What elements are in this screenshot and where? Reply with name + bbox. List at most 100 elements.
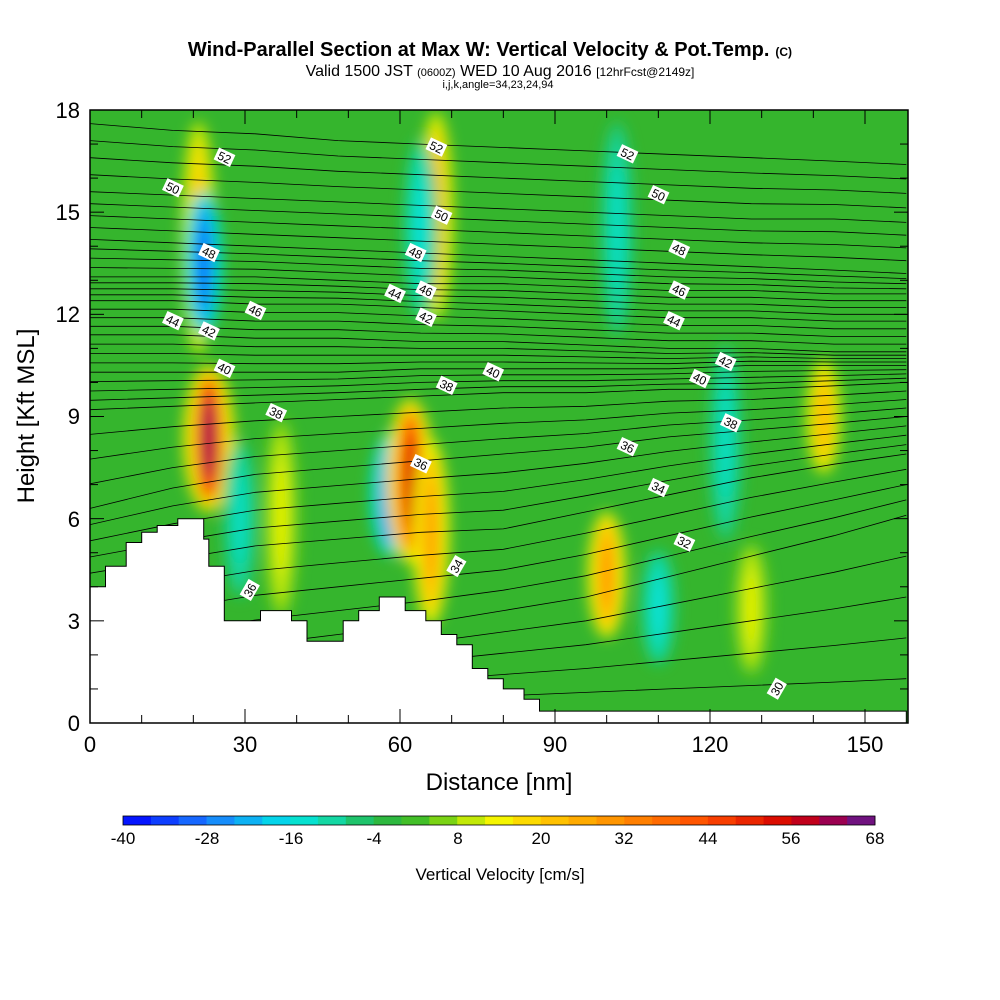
contour-label-text: 42	[716, 353, 734, 371]
theta-contour-line	[90, 191, 907, 223]
theta-contour-line	[90, 282, 907, 302]
plot-area: 52 52 52 50 50 50 48 48 48 46 46 46 44 44 44 42 42 42 40 40…	[90, 110, 908, 723]
contour-label-text: 36	[618, 438, 636, 456]
theta-contour-line	[90, 453, 907, 574]
contour-label-text: 46	[246, 302, 264, 320]
contour-label-bg	[435, 375, 458, 396]
colorbar-tick-label: 56	[782, 829, 801, 848]
contour-label-bg	[616, 436, 639, 457]
contour-label: 30	[766, 677, 787, 700]
theta-contour-line	[90, 444, 907, 558]
contour-label-bg	[244, 300, 267, 321]
x-tick-label: 30	[233, 732, 257, 757]
contour-label-text: 50	[164, 179, 182, 197]
theta-contour-line	[90, 484, 907, 622]
contour-label: 34	[446, 555, 467, 578]
theta-contour-line	[90, 353, 907, 360]
contour-label-bg	[647, 477, 670, 498]
colorbar-swatch	[791, 816, 820, 825]
contour-label: 50	[162, 178, 184, 198]
contour-label-text: 48	[200, 244, 218, 262]
colorbar-swatch	[540, 816, 570, 825]
contour-label-bg	[162, 310, 184, 331]
colorbar-tick-label: 68	[866, 829, 885, 848]
contour-label-bg	[673, 532, 696, 552]
contour-label: 50	[430, 205, 453, 225]
chart-subtitle-indices: i,j,k,angle=34,23,24,94	[442, 79, 553, 91]
velocity-core	[404, 434, 417, 529]
colorbar-tick-label: -16	[279, 829, 304, 848]
theta-contour-line	[90, 257, 907, 285]
y-tick-label: 9	[68, 404, 80, 429]
contour-label-text: 52	[427, 138, 445, 156]
colorbar-tick-label: 8	[453, 829, 462, 848]
velocity-core	[277, 461, 286, 576]
colorbar-swatch	[457, 816, 486, 825]
contour-label-bg	[213, 358, 236, 379]
y-tick-label: 3	[68, 609, 80, 634]
colorbar-swatch	[596, 816, 625, 825]
theta-contour-line	[90, 215, 907, 249]
colorbar-frame	[122, 815, 876, 826]
x-tick-label: 60	[388, 732, 412, 757]
contour-label: 44	[663, 310, 685, 330]
contour-label-bg	[668, 280, 691, 300]
theta-contour-line	[90, 343, 907, 356]
theta-contour-line	[90, 308, 907, 330]
colorbar-swatch	[290, 816, 319, 825]
colorbar-swatch	[485, 816, 514, 825]
contour-label-bg	[689, 368, 711, 389]
velocity-core	[819, 383, 828, 450]
x-tick-label: 150	[847, 732, 884, 757]
theta-contour-line	[90, 425, 907, 525]
contour-label-text: 40	[484, 363, 502, 381]
velocity-core	[202, 396, 215, 481]
colorbar-swatch	[568, 816, 597, 825]
theta-contour-line	[90, 294, 907, 315]
theta-contour-line	[90, 140, 907, 180]
contour-label: 52	[425, 137, 448, 157]
contour-label: 52	[616, 144, 639, 164]
velocity-core	[747, 571, 756, 647]
theta-contour-line	[90, 276, 907, 295]
colorbar-swatch	[707, 816, 737, 825]
contour-label-bg	[482, 362, 505, 382]
contour-label: 46	[244, 300, 267, 321]
contour-label: 52	[213, 147, 236, 167]
contour-label-text: 44	[164, 312, 182, 330]
velocity-core	[654, 574, 663, 640]
colorbar-swatch	[123, 816, 152, 825]
colorbar-swatch	[401, 816, 430, 825]
contour-label-bg	[720, 413, 742, 433]
contour-labels: 52 52 52 50 50 50 48 48 48 46 46 46 44 44 44 42 42 42 40 40…	[162, 137, 787, 700]
velocity-core	[721, 385, 730, 499]
contour-label: 34	[647, 477, 670, 498]
y-tick-label: 6	[68, 507, 80, 532]
contour-label: 48	[404, 242, 427, 262]
contour-label: 44	[384, 283, 406, 303]
contour-label-text: 34	[447, 557, 466, 576]
contour-label: 50	[647, 184, 670, 204]
theta-contour-line	[90, 382, 907, 411]
velocity-core	[426, 479, 436, 586]
colorbar-tick-label: -28	[195, 829, 220, 848]
contour-label-bg	[239, 578, 260, 601]
colorbar-swatch	[206, 816, 235, 825]
contour-label: 48	[198, 242, 220, 262]
y-axis-label: Height [Kft MSL]	[13, 329, 40, 504]
colorbar-swatch	[847, 816, 876, 825]
contour-label-bg	[415, 307, 437, 327]
theta-contour-line	[90, 399, 907, 460]
contour-label-text: 32	[675, 533, 693, 551]
theta-contour-line	[90, 325, 907, 345]
contour-label-bg	[198, 321, 220, 341]
colorbar-tick-label: -4	[366, 829, 381, 848]
contour-label: 36	[239, 578, 260, 601]
contour-label: 40	[482, 362, 505, 382]
colorbar-swatch	[373, 816, 402, 825]
theta-contour-line	[90, 377, 907, 401]
colorbar-label: Vertical Velocity [cm/s]	[415, 865, 584, 884]
theta-contour-line	[90, 239, 907, 274]
contour-label-bg	[430, 205, 453, 225]
contour-label: 36	[616, 436, 639, 457]
